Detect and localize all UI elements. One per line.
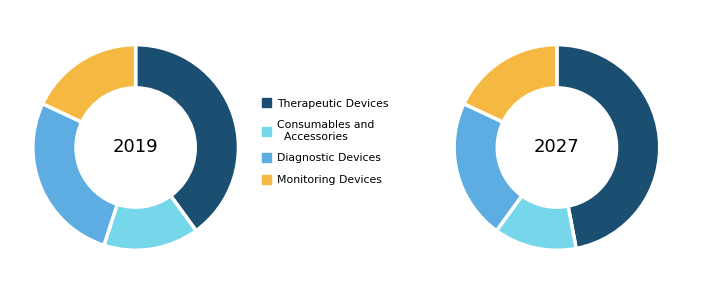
- Legend: Therapeutic Devices, Consumables and
  Accessories, Diagnostic Devices, Monitori: Therapeutic Devices, Consumables and Acc…: [258, 95, 391, 188]
- Wedge shape: [464, 45, 557, 122]
- Wedge shape: [454, 104, 522, 231]
- Wedge shape: [136, 45, 238, 231]
- Wedge shape: [557, 45, 660, 248]
- Text: 2019: 2019: [113, 138, 159, 157]
- Text: 2027: 2027: [534, 138, 580, 157]
- Wedge shape: [496, 196, 576, 250]
- Wedge shape: [104, 196, 196, 250]
- Wedge shape: [43, 45, 136, 122]
- Wedge shape: [33, 104, 117, 245]
